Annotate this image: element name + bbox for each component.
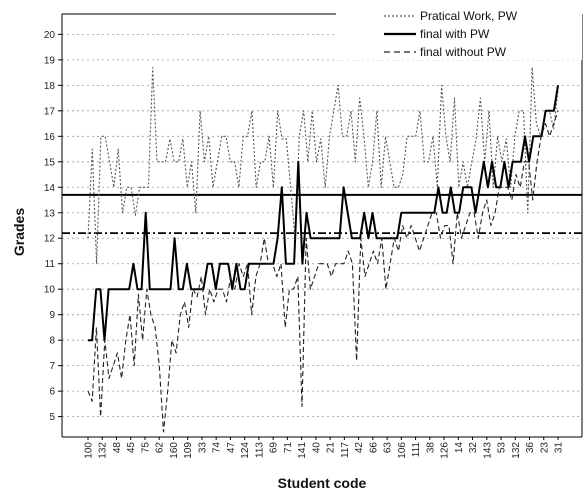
y-tick-label-7: 7 <box>49 361 55 372</box>
x-tick-label-15: 141 <box>297 442 308 459</box>
y-tick-label-19: 19 <box>44 55 56 66</box>
x-tick-label-13: 69 <box>269 442 280 454</box>
y-tick-label-8: 8 <box>49 336 55 347</box>
x-tick-label-20: 66 <box>368 442 379 454</box>
x-tick-label-0: 100 <box>84 442 95 459</box>
x-tick-label-1: 132 <box>98 442 109 459</box>
y-tick-label-12: 12 <box>44 234 56 245</box>
legend: Pratical Work, PW final with PW final wi… <box>336 2 582 60</box>
x-tick-label-33: 31 <box>554 442 565 454</box>
x-tick-label-22: 106 <box>397 442 408 459</box>
x-tick-label-12: 113 <box>254 442 265 458</box>
y-tick-label-9: 9 <box>49 310 55 321</box>
y-tick-label-20: 20 <box>44 30 56 41</box>
x-tick-label-32: 23 <box>539 442 550 454</box>
x-tick-label-17: 21 <box>326 442 337 454</box>
x-tick-label-21: 63 <box>383 442 394 454</box>
x-tick-label-14: 71 <box>283 442 294 454</box>
x-tick-label-3: 45 <box>126 442 137 454</box>
plot-frame <box>61 13 583 438</box>
x-tick-label-28: 143 <box>482 442 493 459</box>
y-axis-ticks: 5 6 7 8 9 10 11 12 13 14 15 16 17 18 19 20 <box>44 30 62 423</box>
series-layer <box>87 66 559 433</box>
y-tick-label-18: 18 <box>44 81 56 92</box>
y-tick-label-11: 11 <box>45 259 56 270</box>
x-axis-title: Student code <box>278 475 367 491</box>
x-tick-label-27: 32 <box>468 442 479 454</box>
grid-lines <box>62 33 582 418</box>
x-tick-label-7: 109 <box>183 442 194 459</box>
x-tick-label-26: 14 <box>454 442 465 454</box>
y-tick-label-5: 5 <box>49 412 55 423</box>
y-tick-label-6: 6 <box>49 387 55 398</box>
x-tick-label-29: 53 <box>497 442 508 454</box>
y-tick-label-15: 15 <box>44 157 56 168</box>
x-tick-label-25: 126 <box>440 442 451 459</box>
x-tick-label-31: 36 <box>525 442 536 454</box>
x-tick-label-5: 62 <box>155 442 166 454</box>
reference-lines <box>62 193 582 235</box>
x-tick-label-4: 75 <box>140 442 151 454</box>
x-tick-label-2: 48 <box>112 442 123 454</box>
y-tick-label-14: 14 <box>44 183 56 194</box>
legend-label-final-without-pw: final without PW <box>420 45 507 59</box>
y-tick-label-10: 10 <box>44 285 56 296</box>
x-tick-label-18: 117 <box>340 442 351 458</box>
x-axis-ticks: 100 132 48 45 75 62 160 109 33 74 47 124 113 69 71 141 4… <box>84 437 565 459</box>
x-tick-label-9: 74 <box>212 442 223 454</box>
legend-label-pw: Pratical Work, PW <box>420 9 518 23</box>
y-axis-title: Grades <box>11 208 27 256</box>
x-tick-label-30: 132 <box>511 442 522 459</box>
y-tick-label-17: 17 <box>44 106 56 117</box>
series-line-2 <box>87 110 559 433</box>
x-tick-label-16: 40 <box>311 442 322 454</box>
series-line-1 <box>88 85 559 342</box>
legend-background <box>336 2 582 60</box>
x-tick-label-24: 38 <box>425 442 436 454</box>
x-tick-label-23: 111 <box>411 442 422 458</box>
y-tick-label-13: 13 <box>44 208 56 219</box>
legend-label-final-with-pw: final with PW <box>420 27 490 41</box>
x-tick-label-19: 42 <box>354 442 365 454</box>
x-tick-label-10: 47 <box>226 442 237 454</box>
y-tick-label-16: 16 <box>44 132 56 143</box>
x-tick-label-8: 33 <box>197 442 208 454</box>
x-tick-label-6: 160 <box>169 442 180 459</box>
x-tick-label-11: 124 <box>240 442 251 459</box>
series-line-0 <box>87 66 559 265</box>
